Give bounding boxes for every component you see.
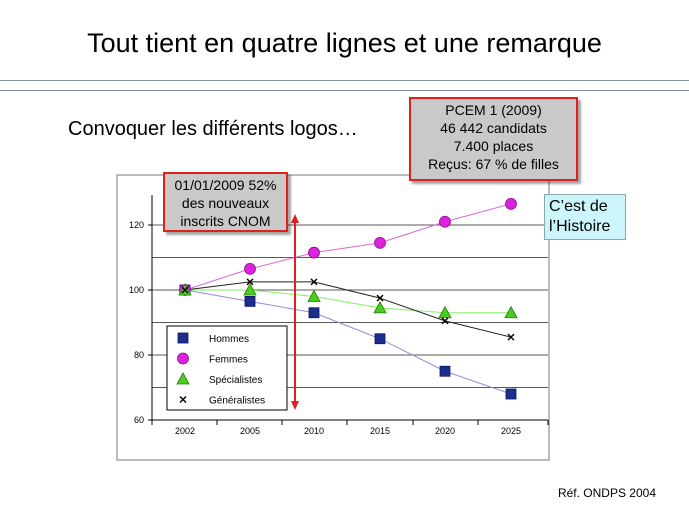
data-point-square <box>308 307 320 319</box>
data-point-triangle <box>373 301 387 314</box>
data-point-circle <box>439 215 451 228</box>
cnom-line-1: 01/01/2009 52% <box>174 177 277 193</box>
legend-label: Hommes <box>209 334 249 345</box>
legend-label: Spécialistes <box>209 375 262 386</box>
data-point-square <box>374 333 386 345</box>
data-point-triangle <box>243 283 257 296</box>
x-tick-label: 2010 <box>304 426 324 436</box>
series-line-circle <box>184 203 512 291</box>
data-point-circle <box>505 197 517 210</box>
data-point-circle <box>244 262 256 275</box>
data-point-triangle <box>504 305 518 319</box>
data-point-triangle <box>438 305 452 319</box>
cnom-callout: 01/01/2009 52% des nouveaux inscrits CNO… <box>163 172 288 232</box>
x-tick-label: 2005 <box>240 426 260 436</box>
data-point-square <box>439 365 451 377</box>
pcem-line-2: 46 442 candidats <box>440 120 547 136</box>
data-point-x <box>181 286 189 294</box>
x-tick-label: 2020 <box>435 426 455 436</box>
series-line-square <box>184 289 512 395</box>
data-point-triangle <box>307 289 321 302</box>
histoire-line-2: l’Histoire <box>549 218 611 235</box>
pcem-line-4: Reçus: 67 % de filles <box>428 156 559 172</box>
pcem-callout: PCEM 1 (2009) 46 442 candidats 7.400 pla… <box>409 97 578 181</box>
legend-label: Femmes <box>209 355 248 366</box>
y-tick-label: 80 <box>134 350 144 360</box>
data-point-circle <box>308 246 320 259</box>
y-tick-label: 120 <box>129 220 144 230</box>
slide-title: Tout tient en quatre lignes et une remar… <box>87 28 602 58</box>
reference-note: Réf. ONDPS 2004 <box>557 486 656 500</box>
cnom-line-2: des nouveaux <box>181 195 270 211</box>
arrow-head-down <box>291 401 299 410</box>
data-point-square <box>244 295 256 307</box>
y-tick-label: 100 <box>129 285 144 295</box>
series-line-x <box>184 281 512 338</box>
data-point-circle <box>374 236 386 249</box>
data-point-x <box>441 317 449 325</box>
data-point-x <box>310 278 318 286</box>
legend-marker-x <box>179 396 187 403</box>
pcem-line-3: 7.400 places <box>453 138 534 154</box>
x-tick-label: 2025 <box>501 426 521 436</box>
title-rule-top <box>0 80 689 81</box>
title-rule-bottom <box>0 90 689 91</box>
legend-marker-square <box>177 332 189 344</box>
pcem-line-1: PCEM 1 (2009) <box>445 102 542 118</box>
data-point-x <box>246 278 254 286</box>
slide-subtitle: Convoquer les différents logos… <box>68 118 358 140</box>
cnom-line-3: inscrits CNOM <box>180 213 271 229</box>
x-tick-label: 2002 <box>175 426 195 436</box>
histoire-note: C’est de l’Histoire <box>544 194 626 240</box>
histoire-line-1: C’est de <box>549 198 608 215</box>
x-tick-label: 2015 <box>370 426 390 436</box>
series-line-triangle <box>185 289 511 314</box>
y-tick-label: 60 <box>134 415 144 425</box>
data-point-square <box>505 388 517 400</box>
arrow-head-up <box>291 214 299 223</box>
legend-marker-triangle <box>176 372 190 385</box>
data-point-x <box>507 333 515 341</box>
legend-label: Généralistes <box>209 396 265 407</box>
legend-marker-circle <box>177 352 189 365</box>
data-point-x <box>376 294 384 302</box>
